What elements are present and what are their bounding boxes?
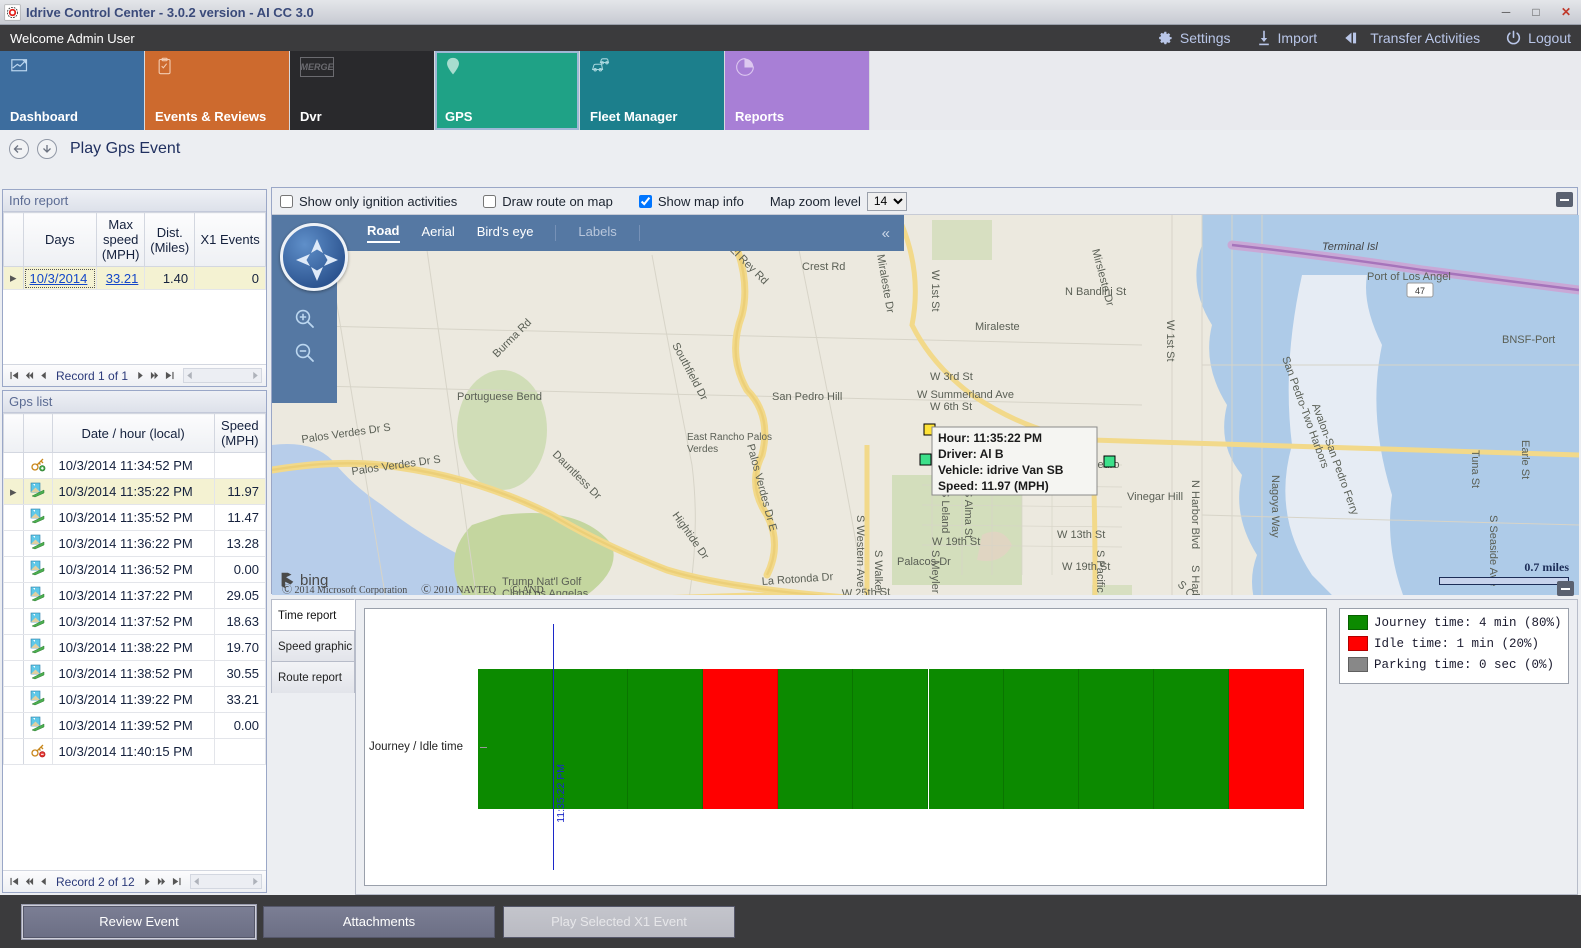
svg-text:Port of Los Angel: Port of Los Angel [1367,271,1451,283]
svg-text:Tuna St: Tuna St [1469,450,1481,488]
svg-text:W 13th St: W 13th St [1057,529,1105,541]
svg-text:N Harbor Blvd: N Harbor Blvd [1189,480,1201,549]
svg-text:S Western Ave: S Western Ave [854,515,866,587]
svg-text:Vinegar Hill: Vinegar Hill [1127,491,1183,503]
svg-text:BNSF-Port: BNSF-Port [1502,334,1555,346]
svg-text:Palacos Dr: Palacos Dr [897,556,951,568]
svg-text:Hour: 11:35:22 PM: Hour: 11:35:22 PM [938,431,1042,445]
svg-text:Vehicle: idrive Van SB: Vehicle: idrive Van SB [938,463,1064,477]
svg-text:Driver: Al B: Driver: Al B [938,447,1004,461]
svg-text:W 3rd St: W 3rd St [930,371,973,383]
svg-text:Earle St: Earle St [1519,440,1531,479]
svg-text:W 1st St: W 1st St [929,270,941,312]
svg-text:S Walker Ave: S Walker Ave [872,550,884,595]
svg-text:S Leland: S Leland [939,490,951,533]
svg-text:N Bandini St: N Bandini St [1065,286,1126,298]
svg-text:47: 47 [1415,286,1425,296]
svg-text:S Alma St: S Alma St [962,490,974,538]
svg-text:W Summerland Ave: W Summerland Ave [917,389,1014,401]
svg-text:San Pedro Hill: San Pedro Hill [772,391,842,403]
svg-text:Crest Rd: Crest Rd [802,261,845,273]
svg-text:Portuguese Bend: Portuguese Bend [457,391,542,403]
svg-text:S Meyler St: S Meyler St [929,550,941,595]
svg-text:S Pacific Ave: S Pacific Ave [1094,550,1106,595]
svg-text:Speed: 11.97 (MPH): Speed: 11.97 (MPH) [938,479,1049,493]
svg-text:Miraleste: Miraleste [975,321,1020,333]
svg-text:W 6th St: W 6th St [930,401,972,413]
svg-text:Terminal Isl: Terminal Isl [1322,241,1378,253]
svg-text:Nagoya Way: Nagoya Way [1269,475,1281,538]
svg-text:W 1st St: W 1st St [1164,320,1176,362]
